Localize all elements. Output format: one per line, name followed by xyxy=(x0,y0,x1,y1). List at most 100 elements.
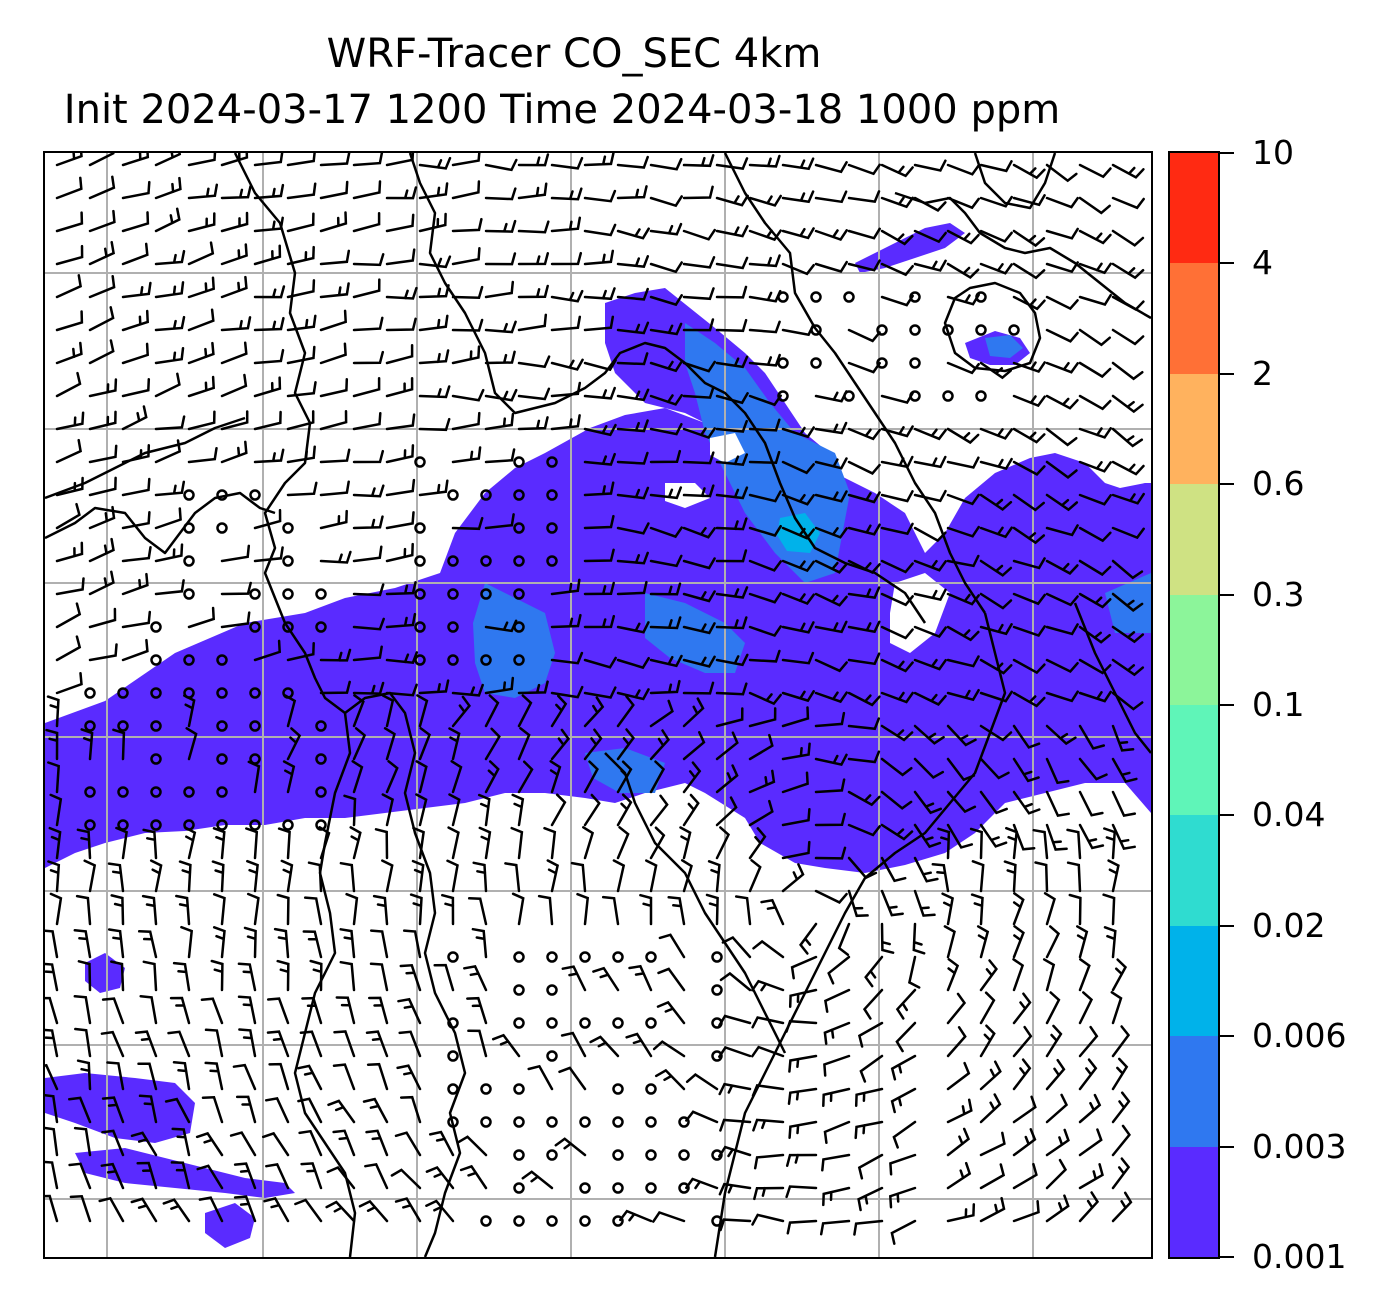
wind-barb xyxy=(253,348,285,365)
wind-barb xyxy=(718,1014,752,1027)
wind-barb xyxy=(888,1186,917,1209)
wind-barb xyxy=(365,1030,389,1058)
wind-barb xyxy=(220,611,251,629)
wind-barb xyxy=(55,211,84,233)
wind-barb xyxy=(895,1021,917,1053)
wind-barb xyxy=(913,559,947,572)
wind-barb xyxy=(649,554,683,568)
wind-barb xyxy=(399,1095,422,1124)
wind-barb xyxy=(979,229,1013,243)
wind-barb xyxy=(358,1199,389,1223)
wind-barb xyxy=(187,446,218,464)
wind-barb-calm xyxy=(282,555,294,567)
wind-barb xyxy=(814,229,848,241)
tracer-patch-sw1 xyxy=(45,1073,195,1143)
wind-barb xyxy=(890,1219,917,1245)
wind-barb xyxy=(88,505,116,530)
wind-barb xyxy=(814,812,846,827)
wind-barb xyxy=(979,1024,996,1058)
wind-barb-calm xyxy=(84,786,96,798)
wind-barb-calm xyxy=(447,588,459,600)
wind-barb xyxy=(245,827,259,860)
wind-barb xyxy=(268,1062,290,1091)
wind-barb xyxy=(781,771,809,794)
wind-barb xyxy=(1012,262,1046,280)
lat-lon-gridlines xyxy=(45,153,1151,1257)
wind-barb xyxy=(682,622,716,635)
wind-barb xyxy=(1012,526,1046,545)
colorbar-tick-label: 0.001 xyxy=(1252,1237,1347,1276)
wind-barb xyxy=(352,484,385,498)
wind-barb xyxy=(1012,163,1046,180)
wind-barb xyxy=(715,517,748,531)
wind-barb xyxy=(751,1084,785,1097)
wind-barb-calm xyxy=(876,357,888,369)
wind-barb xyxy=(592,966,620,992)
map-canvas xyxy=(45,153,1151,1257)
wind-barb xyxy=(649,699,674,728)
wind-barb xyxy=(318,826,331,860)
wind-barb xyxy=(583,793,601,827)
wind-barb xyxy=(781,863,805,893)
colorbar-segment xyxy=(1170,1035,1218,1147)
wind-barb-calm xyxy=(84,819,96,831)
wind-barb xyxy=(682,318,715,332)
wind-barb xyxy=(187,308,215,332)
wind-barb xyxy=(286,641,315,662)
wind-barb xyxy=(154,439,182,464)
wind-barb-calm xyxy=(183,588,195,600)
wind-barb xyxy=(787,1087,818,1105)
wind-barb xyxy=(300,1162,323,1190)
wind-barb-calm xyxy=(414,456,426,468)
wind-barb xyxy=(121,638,149,662)
wind-barb xyxy=(715,586,749,599)
wind-barb xyxy=(1078,559,1112,577)
wind-barb xyxy=(751,1213,785,1226)
wind-barb xyxy=(418,417,451,432)
wind-barb xyxy=(946,554,980,568)
wind-barb xyxy=(101,1129,125,1157)
wind-barb xyxy=(682,451,715,465)
wind-barb xyxy=(583,452,616,466)
wind-barb xyxy=(685,1073,719,1091)
wind-barb xyxy=(55,176,83,200)
wind-barb xyxy=(134,1030,158,1058)
wind-barb xyxy=(715,764,739,794)
wind-barb-calm xyxy=(480,555,492,567)
wind-barb xyxy=(366,1062,389,1091)
wind-barb-calm xyxy=(513,1182,525,1194)
wind-barb xyxy=(451,318,484,332)
wind-barb xyxy=(477,793,491,827)
colorbar-tick-label: 4 xyxy=(1252,243,1273,283)
wind-barb xyxy=(88,240,115,266)
wind-barb xyxy=(786,1219,818,1235)
wind-barb xyxy=(154,176,182,200)
wind-barb xyxy=(154,415,186,431)
wind-barb xyxy=(137,930,158,959)
wind-barb xyxy=(682,484,715,498)
wind-barb xyxy=(748,418,781,432)
wind-barb xyxy=(517,680,549,695)
wind-barb xyxy=(88,209,116,233)
wind-barb xyxy=(880,391,914,405)
wind-barb xyxy=(979,195,1013,208)
colorbar-tick xyxy=(1220,483,1234,486)
wind-barb xyxy=(612,859,626,893)
colorbar-segment xyxy=(1170,704,1218,816)
wind-barb-calm xyxy=(711,1215,723,1227)
wind-barb xyxy=(748,524,782,537)
wind-barb xyxy=(253,183,285,200)
wind-barb-calm xyxy=(249,687,261,699)
wind-barb xyxy=(682,228,716,241)
wind-barb-calm xyxy=(513,1083,525,1095)
wind-barb xyxy=(979,592,1013,610)
wind-barb xyxy=(1111,958,1128,992)
wind-barb-calm xyxy=(249,489,261,501)
wind-barb xyxy=(1111,1091,1131,1124)
wind-barb xyxy=(451,695,471,728)
wind-barb xyxy=(88,570,115,596)
wind-barb xyxy=(946,757,976,782)
wind-barb xyxy=(139,995,158,1025)
wind-barb xyxy=(971,860,985,893)
wind-barb xyxy=(253,639,282,662)
